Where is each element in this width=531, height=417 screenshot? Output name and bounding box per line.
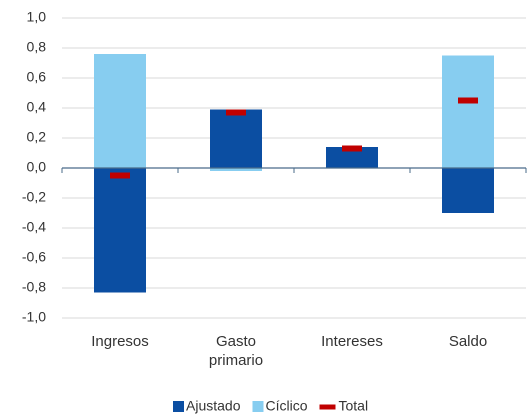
bar — [210, 109, 262, 168]
x-tick-label: Intereses — [321, 333, 383, 350]
y-tick-label: -1,0 — [22, 309, 46, 325]
total-marker — [110, 172, 130, 179]
bar — [442, 55, 494, 168]
legend-label: Ajustado — [186, 398, 241, 414]
legend-swatch — [173, 401, 184, 412]
y-tick-label: 0,2 — [27, 129, 47, 145]
bar — [94, 54, 146, 168]
legend-label: Total — [339, 398, 369, 414]
legend-swatch — [319, 404, 336, 410]
y-tick-label: 0,0 — [27, 159, 47, 175]
x-tick-label: Ingresos — [91, 333, 149, 350]
y-tick-label: 1,0 — [27, 9, 47, 25]
bar — [94, 168, 146, 293]
bar — [326, 147, 378, 168]
y-tick-label: 0,6 — [27, 69, 47, 85]
total-marker — [458, 97, 478, 104]
y-tick-label: -0,2 — [22, 189, 46, 205]
y-tick-label: 0,8 — [27, 39, 47, 55]
legend-label: Cíclico — [265, 398, 307, 414]
y-tick-label: -0,4 — [22, 219, 46, 235]
legend-swatch — [252, 401, 264, 412]
y-tick-label: -0,6 — [22, 249, 46, 265]
x-tick-label: Saldo — [448, 333, 488, 350]
total-marker — [226, 109, 246, 116]
y-tick-label: 0,4 — [27, 99, 47, 115]
bar — [210, 168, 262, 171]
bar — [442, 168, 494, 213]
x-tick-label: Gasto primario — [208, 333, 264, 369]
y-tick-label: -0,8 — [22, 279, 46, 295]
total-marker — [342, 145, 362, 152]
